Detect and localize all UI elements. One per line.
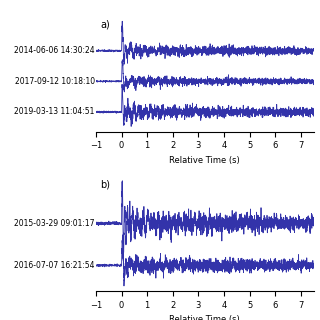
Text: 2014-06-06 14:30:24: 2014-06-06 14:30:24	[14, 46, 95, 55]
Text: 2019-03-13 11:04:51: 2019-03-13 11:04:51	[14, 108, 95, 116]
Text: b): b)	[100, 179, 110, 189]
Text: 2017-09-12 10:18:10: 2017-09-12 10:18:10	[15, 77, 95, 86]
Text: a): a)	[100, 20, 110, 29]
Text: 2016-07-07 16:21:54: 2016-07-07 16:21:54	[14, 261, 95, 270]
X-axis label: Relative Time (s): Relative Time (s)	[169, 316, 240, 320]
X-axis label: Relative Time (s): Relative Time (s)	[169, 156, 240, 165]
Text: 2015-03-29 09:01:17: 2015-03-29 09:01:17	[14, 219, 95, 228]
